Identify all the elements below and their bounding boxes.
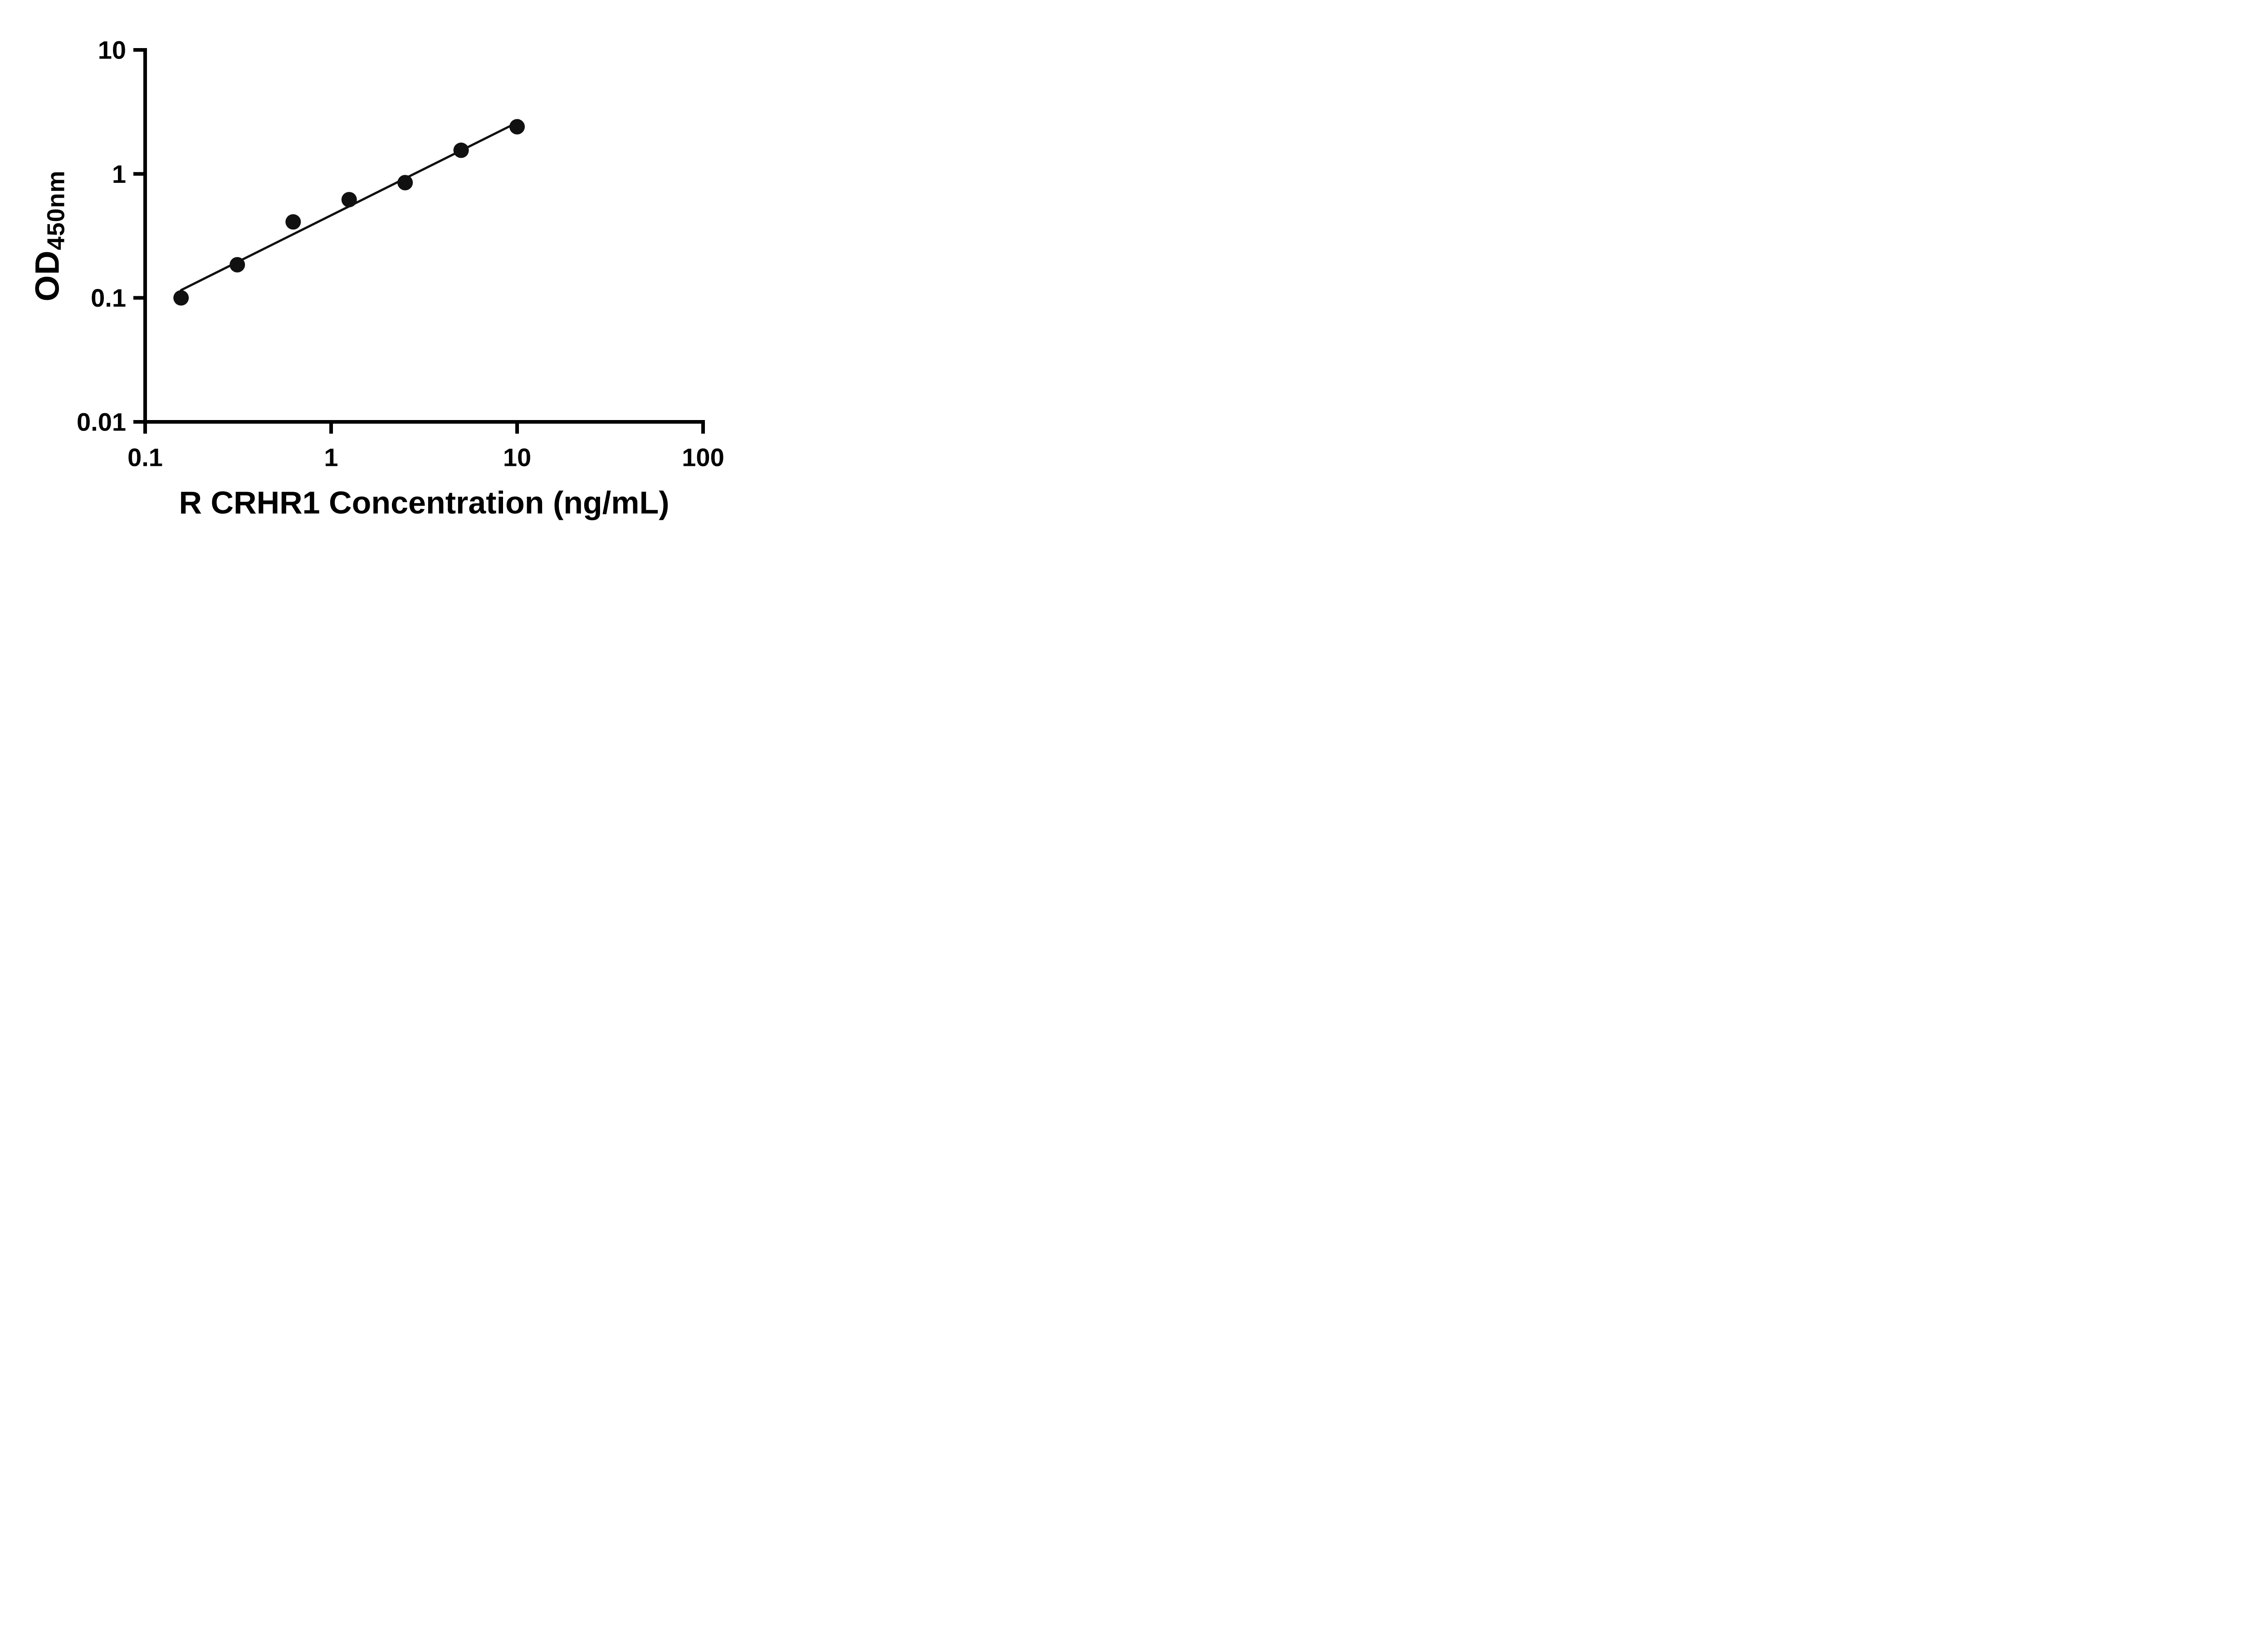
x-axis-title: R CRHR1 Concentration (ng/mL) [179,485,670,520]
data-point [453,142,469,158]
x-tick-label: 1 [324,443,338,472]
elisa-standard-curve-chart: 0.01 0.1 1 10 0.1 1 10 100 OD450nm R CRHR1 Conc… [0,0,776,544]
x-tick-label: 100 [682,443,724,472]
x-tick-label: 10 [503,443,531,472]
data-point [230,257,245,273]
y-tick-label: 10 [98,36,126,64]
y-tick-label: 0.01 [77,408,126,436]
y-tick-label: 1 [112,160,126,188]
data-point [341,192,357,208]
y-axis-title-subscript: 450nm [42,170,70,250]
y-tick-label: 0.1 [91,284,126,312]
y-axis-title: OD450nm [28,170,70,301]
data-point [173,290,189,306]
data-point [397,175,413,191]
data-point [509,119,525,135]
x-tick-label: 0.1 [127,443,163,472]
y-axis-title-main: OD [28,250,66,302]
data-point [285,214,301,230]
